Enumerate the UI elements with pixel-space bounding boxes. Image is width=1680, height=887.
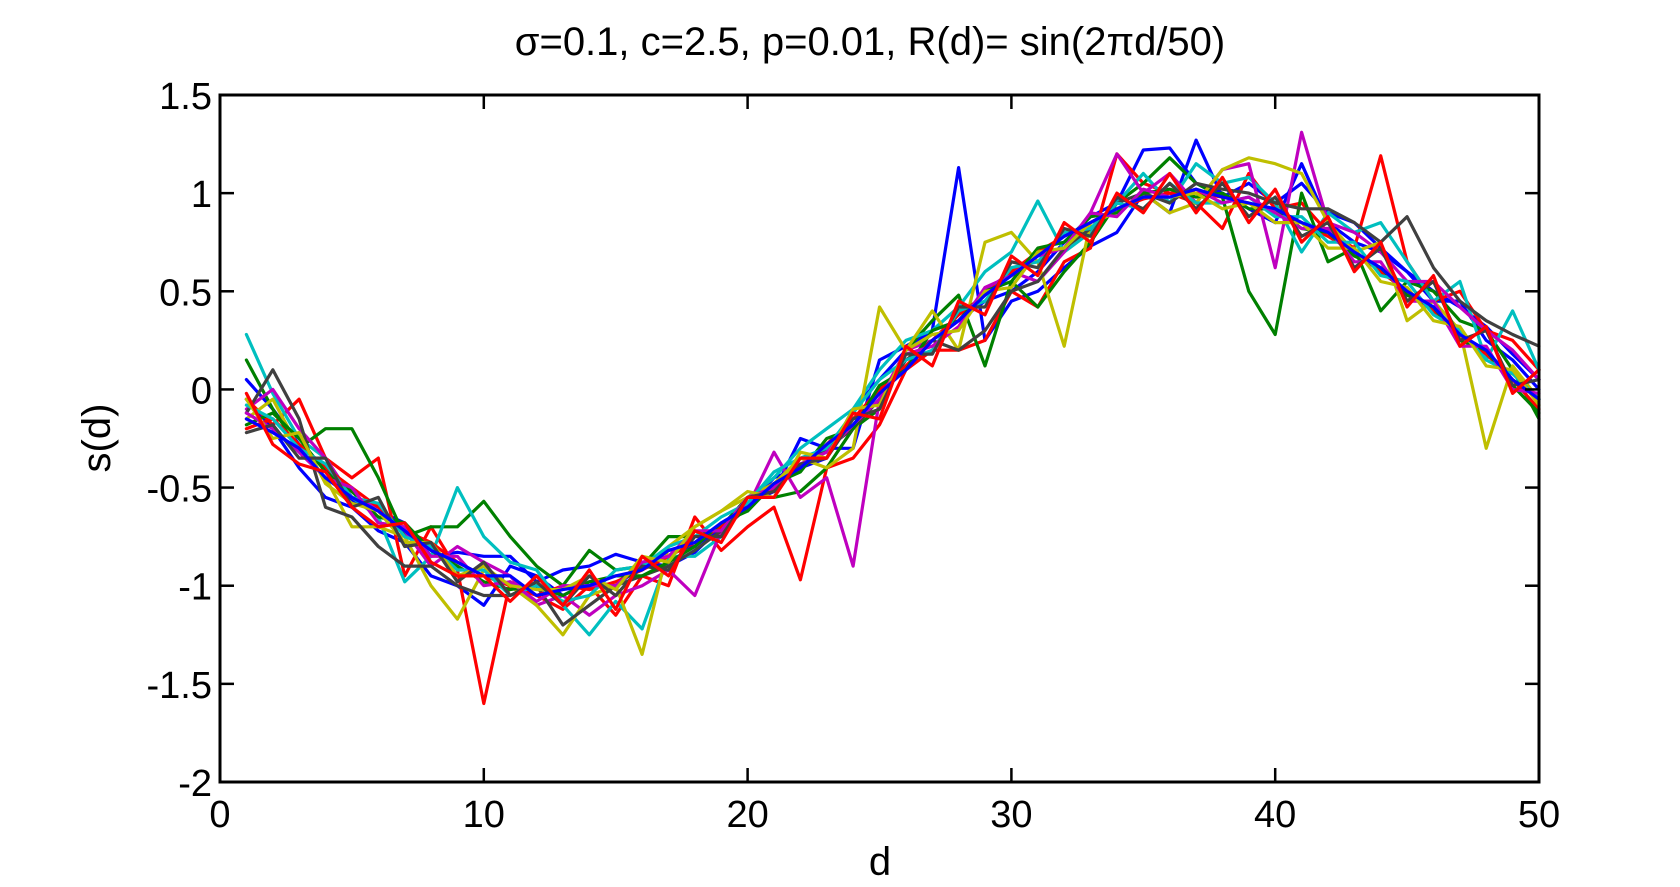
y-tick-label-7: 1.5 xyxy=(159,76,212,118)
series-line-16 xyxy=(244,171,1541,611)
y-tick-label-3: -0.5 xyxy=(147,469,212,511)
series-line-11 xyxy=(244,181,1541,604)
y-tick-label-4: 0 xyxy=(191,370,212,412)
x-tick-label-0: 0 xyxy=(209,794,230,836)
x-tick-label-5: 50 xyxy=(1518,794,1560,836)
series-line-7 xyxy=(244,156,1541,657)
axes-frame xyxy=(218,93,1541,784)
y-tick-label-5: 0.5 xyxy=(159,272,212,314)
y-tick-label-0: -2 xyxy=(178,763,212,805)
x-tick-label-3: 30 xyxy=(990,794,1032,836)
x-axis-label: d xyxy=(869,840,891,884)
y-axis-label: s(d) xyxy=(75,404,119,473)
series-line-1 xyxy=(244,138,1541,584)
series-line-13 xyxy=(244,191,1541,592)
series-layer xyxy=(244,130,1541,706)
x-tick-label-4: 40 xyxy=(1254,794,1296,836)
y-tick-label-6: 1 xyxy=(191,174,212,216)
x-tick-label-1: 10 xyxy=(463,794,505,836)
x-tick-label-2: 20 xyxy=(726,794,768,836)
chart-title: σ=0.1, c=2.5, p=0.01, R(d)= sin(2πd/50) xyxy=(515,20,1225,64)
tick-layer: 0 10 20 30 40 50 -2 -1.5 -1 -0.5 0 0.5 1 1.5 xyxy=(147,76,1561,836)
y-tick-label-2: -1 xyxy=(178,567,212,609)
y-tick-label-1: -1.5 xyxy=(147,665,212,707)
